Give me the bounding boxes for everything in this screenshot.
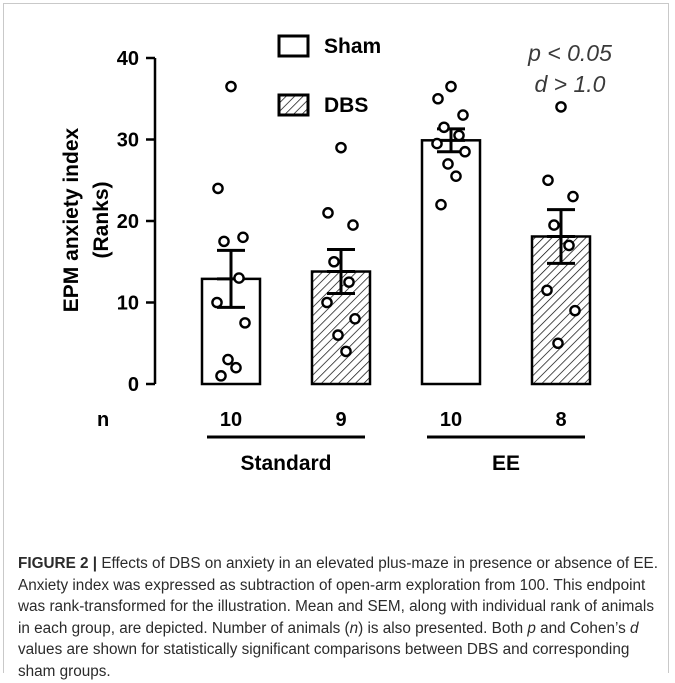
caption-text-4: values are shown for statistically signi… <box>18 641 630 680</box>
caption-label: FIGURE 2 | <box>18 555 98 572</box>
data-point <box>332 329 344 341</box>
y-tick-label: 40 <box>117 48 139 70</box>
data-point <box>233 272 245 284</box>
y-tick-label: 30 <box>117 130 139 152</box>
data-point <box>555 101 567 113</box>
legend-sham-label: Sham <box>324 35 381 58</box>
data-point <box>347 219 359 231</box>
caption-italic-p: p <box>527 619 536 637</box>
data-point <box>445 80 457 93</box>
data-point <box>328 255 340 268</box>
bar-group <box>200 80 592 386</box>
data-point <box>548 219 560 231</box>
figure-frame <box>3 3 669 673</box>
data-point <box>457 109 469 121</box>
group-label: Standard <box>240 452 331 475</box>
group-label: EE <box>492 452 520 475</box>
data-point <box>450 170 462 182</box>
data-point <box>340 345 352 358</box>
data-point <box>542 174 554 187</box>
legend-sham-swatch <box>277 34 310 58</box>
n-values-group: 10 9 10 8 <box>220 409 567 431</box>
data-point <box>321 296 333 309</box>
data-point <box>453 129 465 142</box>
data-point <box>459 145 471 158</box>
data-point <box>432 92 444 105</box>
data-point <box>563 239 575 252</box>
n-value: 10 <box>220 409 242 431</box>
n-row-label: n <box>97 409 109 431</box>
y-tick-label: 20 <box>117 211 139 233</box>
y-tick-label: 0 <box>128 374 139 396</box>
caption-italic-d: d <box>629 619 639 637</box>
group-labels-group: Standard EE <box>207 435 585 475</box>
effect-size-annotation: d > 1.0 <box>535 71 606 97</box>
figure-caption: FIGURE 2 | Effects of DBS on anxiety in … <box>18 553 658 683</box>
data-point <box>225 80 237 93</box>
data-point <box>442 158 454 170</box>
data-point <box>322 207 334 219</box>
data-point <box>222 353 234 366</box>
data-point <box>343 276 355 288</box>
y-axis-label: EPM anxiety index <box>60 127 83 312</box>
p-value-annotation: p < 0.05 <box>527 40 612 66</box>
data-point <box>237 231 249 244</box>
data-point <box>212 182 224 195</box>
data-point <box>569 304 581 317</box>
data-point <box>349 312 361 325</box>
data-point <box>335 141 347 154</box>
y-tick-label: 10 <box>117 293 139 315</box>
caption-italic-n: n <box>349 619 359 637</box>
data-point <box>239 317 251 329</box>
n-value: 10 <box>440 409 462 431</box>
legend-dbs-swatch <box>277 93 310 117</box>
data-point <box>435 198 447 211</box>
data-point <box>567 190 579 203</box>
n-value: 8 <box>555 409 566 431</box>
legend-dbs-label: DBS <box>324 94 368 117</box>
bar <box>420 139 482 386</box>
data-point <box>211 296 223 309</box>
bar-chart: EPM anxiety index (Ranks) 0 10 20 30 40 Sham… <box>60 34 612 475</box>
data-point <box>541 284 553 297</box>
y-axis-label-units: (Ranks) <box>90 181 113 258</box>
data-point <box>431 137 443 150</box>
data-point <box>552 337 564 350</box>
caption-text-3: and Cohen’s <box>535 619 630 637</box>
caption-text-2: ) is also presented. Both <box>358 619 528 637</box>
data-point <box>218 235 230 248</box>
data-point <box>230 361 242 374</box>
n-value: 9 <box>335 409 346 431</box>
data-point <box>438 121 450 134</box>
y-tick-group: 0 10 20 30 40 <box>117 48 155 396</box>
caption-text-1: Effects of DBS on anxiety in an elevated… <box>18 555 658 637</box>
data-point <box>215 370 227 382</box>
